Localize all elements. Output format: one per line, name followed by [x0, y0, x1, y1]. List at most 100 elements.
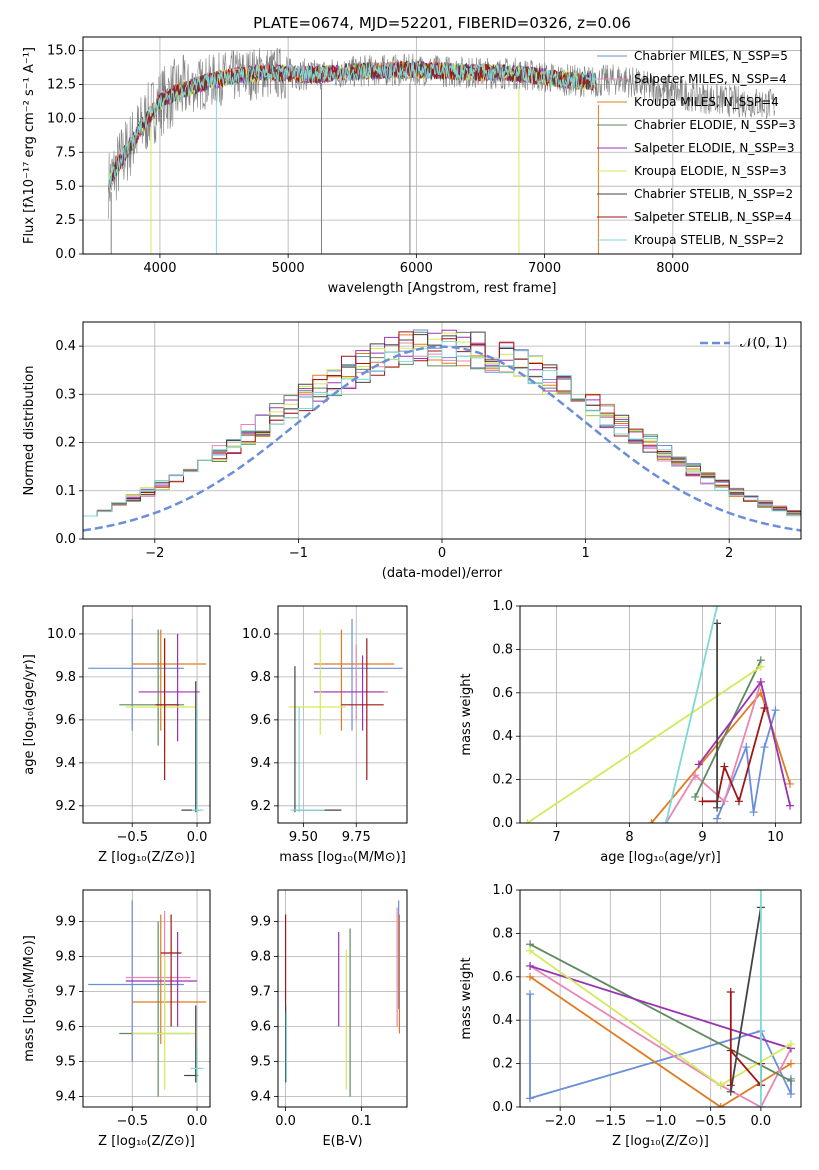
y-axis-label: age [log₁₀(age/yr)]: [22, 654, 37, 775]
y-tick-label: 1.0: [492, 599, 513, 614]
x-axis-label: age [log₁₀(age/yr)]: [600, 850, 721, 865]
y-tick-label: 0.0: [492, 816, 513, 831]
errorbar-salpeter_elodie: [138, 633, 200, 742]
errorbar-kroupa_miles: [132, 914, 207, 1044]
errorbar-salpeter_elodie: [125, 932, 198, 1027]
weight-marker-chabrier_miles: [526, 990, 535, 999]
y-tick-label: 9.7: [250, 985, 271, 1000]
axes-spectrum: 4000 5000 6000 7000 8000 0.0 2.5 5.0 7.5 10.0 12.5…: [22, 14, 689, 296]
y-axis-label: mass weight: [459, 673, 474, 755]
model-line-chabrier_stelib: [108, 60, 597, 193]
y-tick-label: 0.2: [492, 773, 513, 788]
panel-spectrum: 4000 5000 6000 7000 8000 0.0 2.5 5.0 7.5 10.0 12.5…: [22, 14, 802, 296]
y-tick-label: 9.5: [250, 1055, 271, 1070]
errorbar-kroupa_elodie: [288, 629, 346, 735]
errorbar-kroupa_elodie: [132, 956, 198, 1090]
weight-marker-kroupa_stelib: [756, 1103, 765, 1107]
legend-label-chabrier_miles: Chabrier MILES, N_SSP=5: [634, 49, 788, 63]
x-tick-label: 0.0: [187, 1114, 208, 1129]
weight-line-chabrier_stelib: [729, 907, 762, 1092]
histogram-kroupa_stelib: [83, 341, 801, 517]
weight-marker-salpeter_elodie: [786, 801, 795, 810]
weight-marker-salpeter_elodie: [756, 677, 765, 686]
weight-marker-chabrier_stelib: [713, 803, 722, 812]
errorbar-kroupa_stelib: [191, 709, 204, 813]
y-tick-label: 0.3: [55, 387, 76, 402]
x-tick-label: 6000: [400, 261, 433, 276]
weight-marker-salpeter_stelib: [726, 987, 735, 996]
x-tick-label: 0: [438, 546, 446, 561]
legend-label-kroupa_elodie: Kroupa ELODIE, N_SSP=3: [634, 164, 787, 178]
weight-marker-kroupa_miles: [786, 1059, 795, 1068]
legend-label-salpeter_elodie: Salpeter ELODIE, N_SSP=3: [634, 141, 795, 155]
y-tick-label: 0.4: [492, 1013, 513, 1028]
x-axis-label: Z [log₁₀(Z/Z⊙)]: [98, 850, 195, 865]
errorbar-chabrier_miles: [313, 618, 403, 731]
weight-marker-salpeter_elodie: [694, 760, 703, 769]
weight-marker-kroupa_miles: [716, 1103, 725, 1107]
axes-weight_vs_age: 7 8 9 10 0.0 0.2 0.4 0.6 0.8 1.0 age [log₁₀(age/yr…: [459, 599, 784, 865]
x-tick-label: 2: [725, 546, 733, 561]
weight-marker-salpeter_stelib: [734, 797, 743, 806]
model-line-kroupa_stelib: [108, 60, 597, 193]
x-axis-label: E(B-V): [322, 1134, 362, 1149]
errorbar-salpeter_elodie: [313, 655, 384, 731]
weight-marker-chabrier_miles: [742, 743, 751, 752]
weight-marker-salpeter_stelib: [726, 1046, 735, 1055]
errorbar-chabrier_stelib: [292, 666, 342, 813]
plot-area-residuals: [83, 322, 801, 539]
x-tick-label: 1: [581, 546, 589, 561]
weight-marker-kroupa_miles: [526, 972, 535, 981]
weight-line-salpeter_elodie: [698, 679, 791, 806]
weight-marker-salpeter_stelib: [760, 703, 769, 712]
weight-marker-kroupa_stelib: [756, 890, 765, 894]
y-tick-label: 9.9: [55, 915, 76, 930]
legend-label-gaussian: 𝒩(0, 1): [740, 336, 787, 351]
y-tick-label: 9.8: [250, 670, 271, 685]
legend-label-kroupa_miles: Kroupa MILES, N_SSP=4: [634, 95, 779, 109]
x-axis-label: Z [log₁₀(Z/Z⊙)]: [612, 1134, 709, 1149]
errorbar-salpeter_miles: [320, 644, 388, 720]
panel-weight_vs_Z: −2.0 −1.5 −1.0 −0.5 0.0 0.0 0.2 0.4 0.6 0.8 1.0 Z […: [459, 883, 802, 1149]
y-tick-label: 9.4: [55, 756, 76, 771]
errorbar-salpeter_stelib: [341, 638, 384, 781]
weight-line-chabrier_elodie: [694, 659, 762, 798]
y-tick-label: 9.4: [250, 1090, 271, 1105]
y-tick-label: 0.0: [55, 532, 76, 547]
weight-line-kroupa_stelib: [665, 606, 718, 823]
errorbar-chabrier_elodie: [119, 629, 185, 746]
weight-marker-chabrier_miles: [749, 808, 758, 817]
axes-residuals: −2 −1 0 1 2 0.0 0.1 0.2 0.3 0.4 (data-model)/error…: [22, 339, 733, 581]
axes-weight_vs_Z: −2.0 −1.5 −1.0 −0.5 0.0 0.0 0.2 0.4 0.6 0.8 1.0 Z […: [459, 883, 771, 1149]
x-tick-label: 9.75: [342, 830, 371, 845]
errorbar-kroupa_stelib: [290, 706, 325, 813]
y-tick-label: 0.8: [492, 926, 513, 941]
weight-marker-chabrier_miles: [786, 1089, 795, 1098]
weight-marker-chabrier_miles: [526, 1094, 535, 1103]
y-tick-label: 9.8: [55, 950, 76, 965]
x-axis-label: mass [log₁₀(M/M⊙)]: [279, 850, 406, 865]
weight-marker-kroupa_miles: [647, 819, 656, 823]
axes-mass_vs_ebv: 0.0 0.1 9.4 9.5 9.6 9.7 9.8 9.9 E(B-V): [250, 915, 372, 1150]
x-tick-label: 4000: [143, 261, 176, 276]
weight-marker-chabrier_stelib: [726, 1087, 735, 1096]
x-tick-label: −2: [145, 546, 164, 561]
y-tick-label: 9.9: [250, 915, 271, 930]
errorbar-salpeter_stelib: [155, 638, 179, 781]
axes-age_vs_mass: 9.50 9.75 9.2 9.4 9.6 9.8 10.0 mass [log₁₀(M/M⊙…: [242, 627, 406, 865]
y-tick-label: 1.0: [492, 883, 513, 898]
panel-mass_vs_ebv: 0.0 0.1 9.4 9.5 9.6 9.7 9.8 9.9 E(B-V): [250, 889, 408, 1150]
y-tick-label: 0.4: [492, 729, 513, 744]
legend-label-salpeter_stelib: Salpeter STELIB, N_SSP=4: [634, 210, 792, 224]
y-tick-label: 0.0: [492, 1100, 513, 1115]
weight-marker-kroupa_elodie: [756, 662, 765, 671]
y-tick-label: 9.6: [250, 1020, 271, 1035]
errorbar-chabrier_stelib: [184, 1005, 199, 1083]
weight-line-kroupa_elodie: [526, 666, 762, 823]
weight-line-salpeter_stelib: [702, 707, 766, 805]
errorbar-kroupa_miles: [132, 629, 207, 731]
x-tick-label: −0.5: [116, 1114, 148, 1129]
y-tick-label: 9.6: [55, 713, 76, 728]
x-axis-label: Z [log₁₀(Z/Z⊙)]: [98, 1134, 195, 1149]
errorbar-kroupa_elodie: [125, 638, 198, 753]
